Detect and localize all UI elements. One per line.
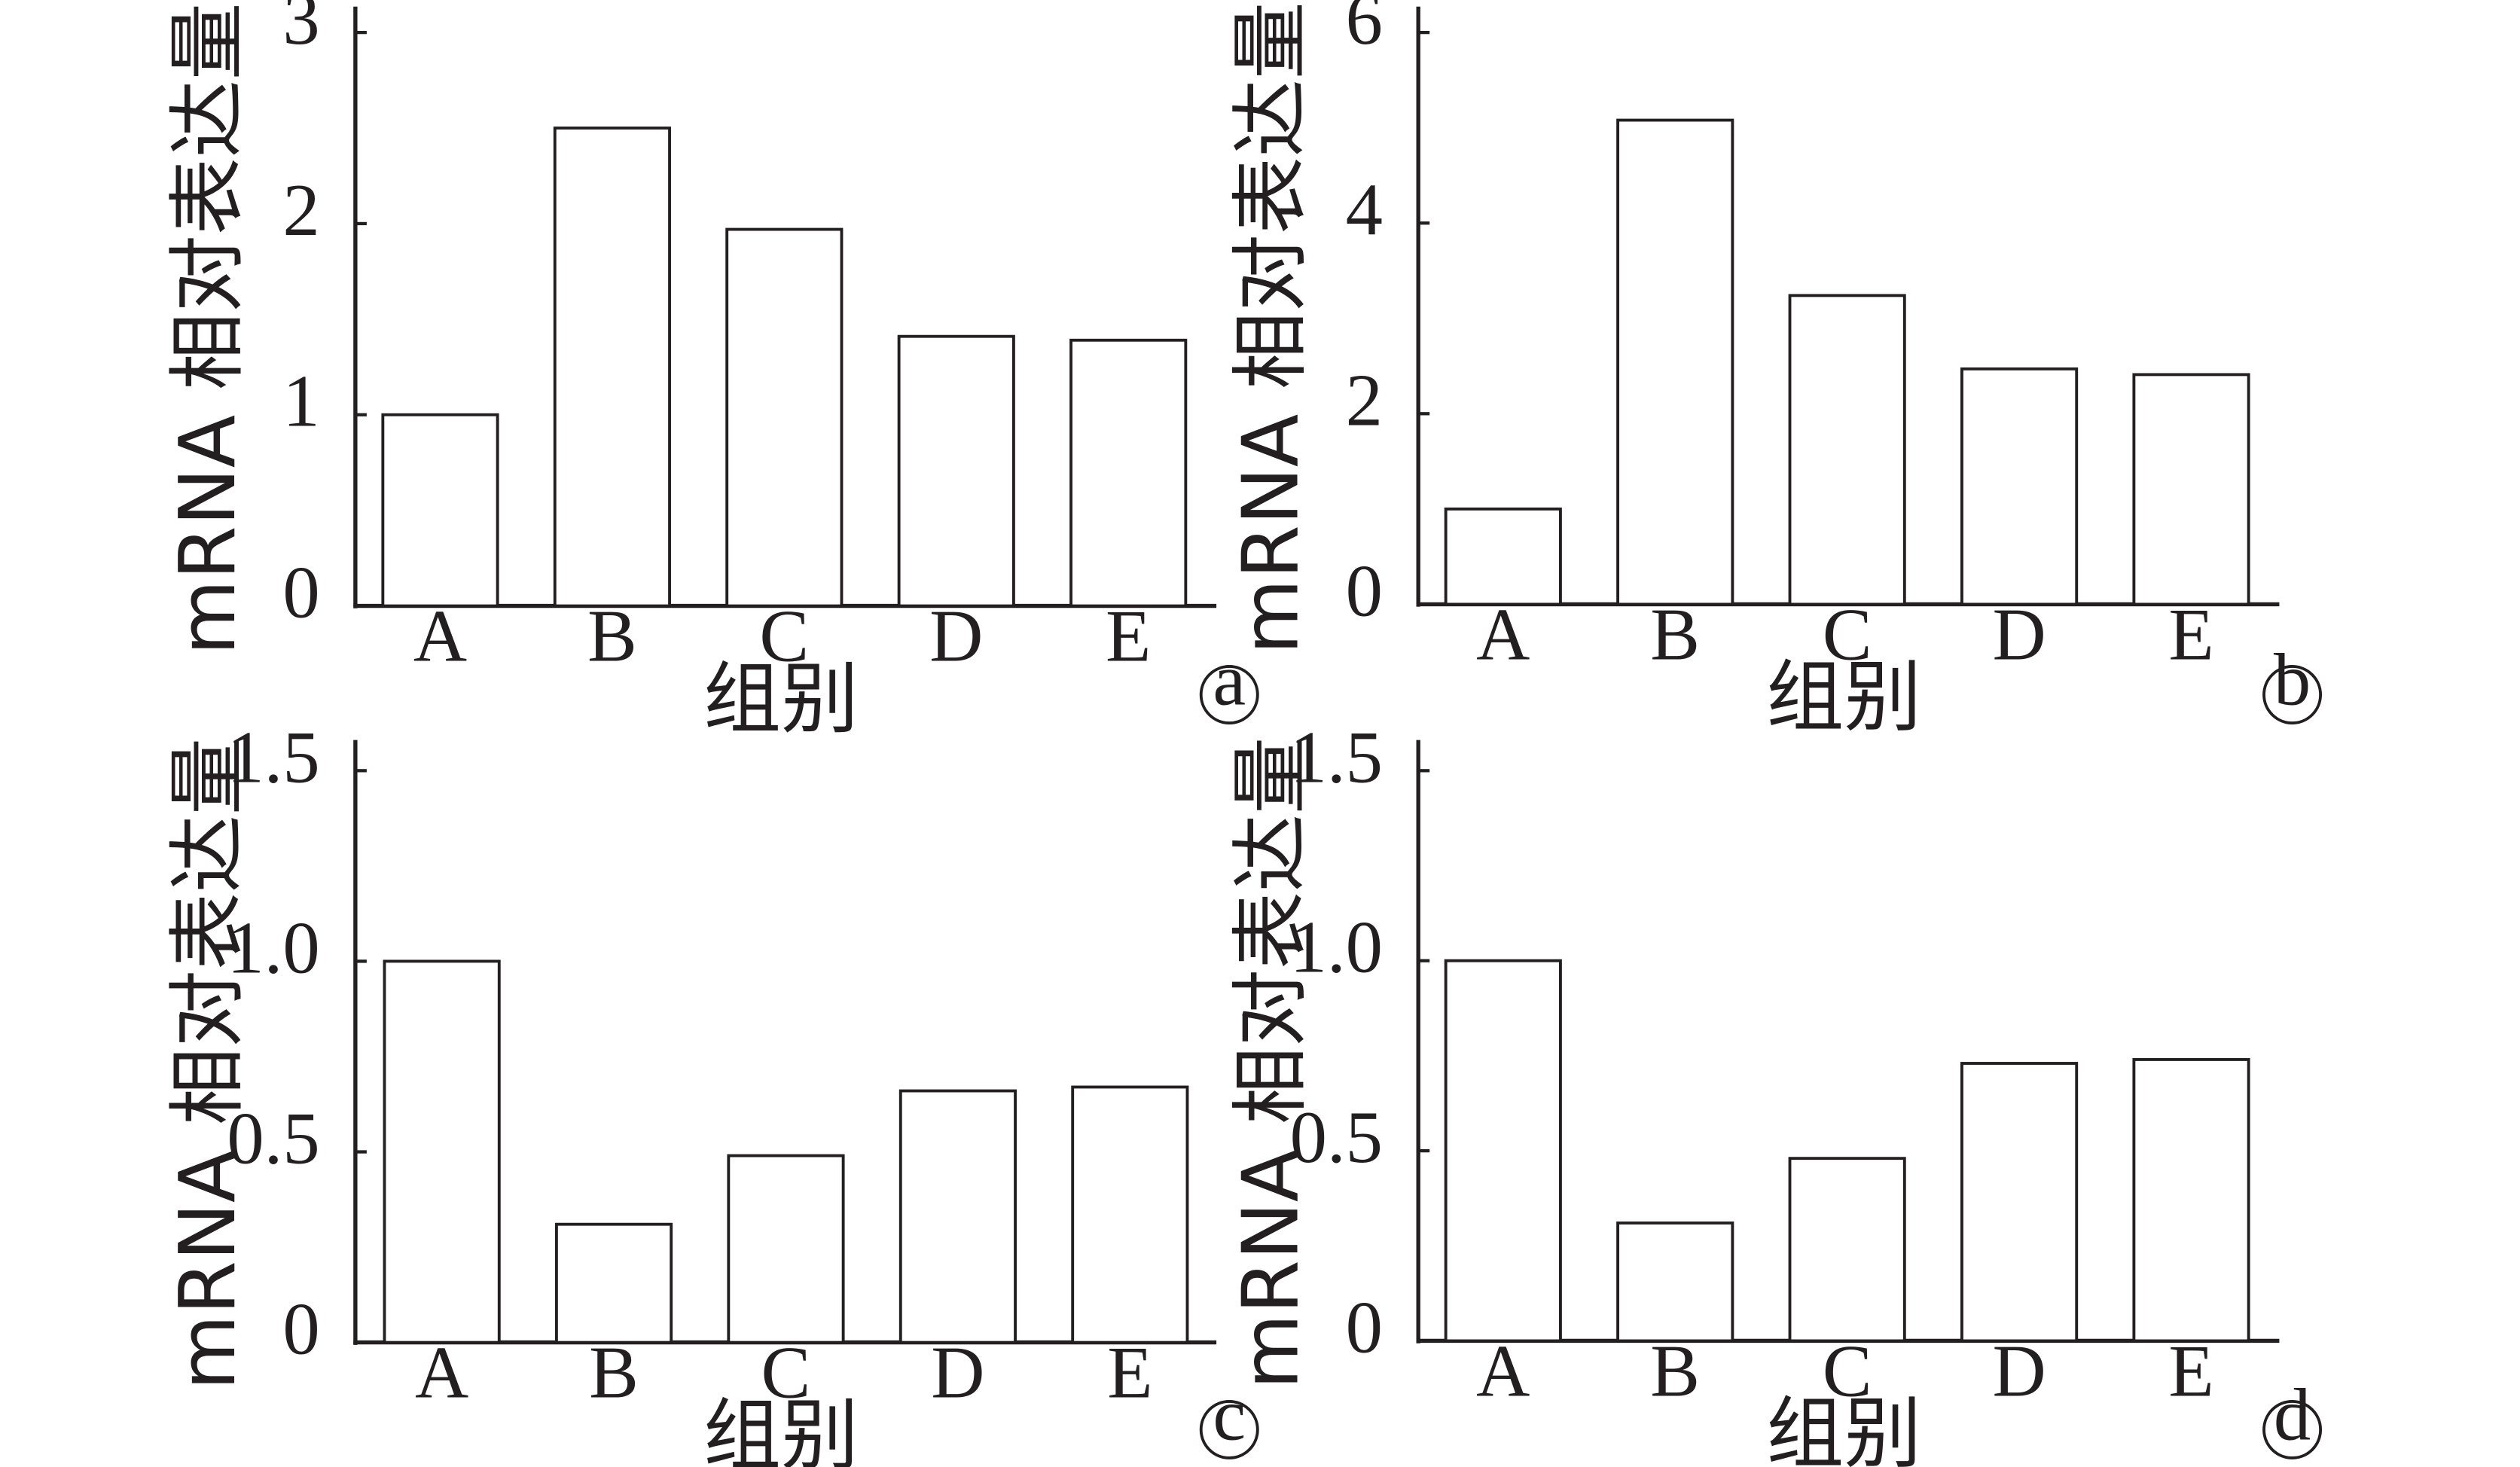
- bar-D: [898, 1089, 1017, 1344]
- y-tick-label: 2: [1346, 359, 1383, 441]
- bar-E: [2132, 1058, 2250, 1343]
- x-tick-label-D: D: [1992, 593, 2046, 676]
- x-tick-label-D: D: [929, 595, 983, 677]
- x-tick-label-D: D: [931, 1332, 984, 1414]
- y-tick-label: 1.0: [227, 907, 319, 989]
- y-tick-label: 0: [282, 1289, 319, 1371]
- y-tick-label: 4: [1346, 169, 1383, 251]
- y-tick-label: 0.5: [227, 1098, 319, 1180]
- panel-letter-circle: [2262, 665, 2323, 724]
- y-axis-title: mRNA 相对表达量: [163, 737, 253, 1390]
- x-axis-title: 组别: [1766, 1389, 1921, 1467]
- y-tick-label: 3: [282, 0, 319, 60]
- x-tick-label-B: B: [587, 595, 637, 677]
- y-axis-title: mRNA 相对表达量: [1225, 737, 1316, 1389]
- bar-B: [1616, 118, 1734, 606]
- y-tick-label: 0: [1346, 1286, 1383, 1368]
- bar-D: [1960, 1062, 2079, 1343]
- x-tick-label-E: E: [2168, 593, 2213, 676]
- panel-letter: d: [2274, 1374, 2311, 1456]
- panel-b: 0 2 4 6 A B C D E 组别 mRNA 相对表达量 b: [1225, 0, 2323, 743]
- bar-A: [381, 413, 499, 608]
- panel-letter: c: [1213, 1374, 1246, 1456]
- y-tick-label: 0.5: [1290, 1096, 1383, 1179]
- panel-d: 0 0.5 1.0 1.5 A B C D E 组别 mRNA 相对表达量 d: [1225, 716, 2323, 1467]
- panel-c: 0 0.5 1.0 1.5 A B C D E 组别 mRNA 相对表达量 c: [163, 716, 1259, 1467]
- x-tick-label-A: A: [1476, 1330, 1530, 1412]
- bar-A: [383, 959, 501, 1344]
- x-tick-label-C: C: [759, 595, 809, 677]
- x-tick-label-B: B: [1650, 593, 1700, 676]
- x-tick-label-E: E: [2168, 1330, 2213, 1412]
- x-tick-label-D: D: [1992, 1330, 2046, 1412]
- bar-B: [1616, 1221, 1734, 1343]
- x-tick-label-B: B: [1650, 1330, 1700, 1412]
- bar-D: [1960, 367, 2079, 606]
- panel-letter: a: [1213, 639, 1246, 721]
- y-tick-label: 1.0: [1290, 907, 1383, 989]
- panel-a: 0 1 2 3 A B C D E 组别 mRNA 相对表达量 a: [163, 0, 1259, 744]
- x-tick-label-A: A: [1476, 593, 1530, 676]
- bar-E: [1071, 1085, 1189, 1344]
- x-tick-label-A: A: [415, 1332, 468, 1414]
- bar-D: [897, 334, 1015, 608]
- x-tick-label-C: C: [1823, 1330, 1872, 1412]
- bar-A: [1444, 959, 1562, 1343]
- panel-letter-circle: [1199, 1399, 1259, 1459]
- x-tick-label-C: C: [761, 1332, 811, 1414]
- y-tick-label: 0: [282, 552, 319, 634]
- bar-C: [727, 1154, 845, 1344]
- bar-A: [1444, 507, 1562, 606]
- bar-B: [554, 1222, 673, 1344]
- y-tick-label: 1.5: [1290, 716, 1383, 798]
- y-axis-title: mRNA 相对表达量: [163, 2, 253, 655]
- bar-B: [553, 127, 671, 608]
- x-tick-label-B: B: [589, 1332, 639, 1414]
- bar-C: [1788, 1157, 1906, 1343]
- bar-C: [725, 227, 844, 608]
- y-tick-label: 0: [1346, 550, 1383, 632]
- x-axis-title: 组别: [703, 654, 859, 744]
- x-tick-label-C: C: [1823, 593, 1872, 676]
- x-tick-label-E: E: [1107, 1332, 1152, 1414]
- x-axis-title: 组别: [1766, 652, 1921, 743]
- y-tick-label: 1: [282, 361, 319, 443]
- bar-E: [1069, 338, 1188, 608]
- panel-letter-circle: [1199, 665, 1259, 724]
- bar-E: [2132, 373, 2250, 606]
- bar-C: [1788, 294, 1906, 606]
- y-tick-label: 6: [1346, 0, 1383, 60]
- x-tick-label-A: A: [413, 595, 467, 677]
- y-axis-title: mRNA 相对表达量: [1225, 2, 1316, 654]
- panel-letter: b: [2274, 639, 2311, 721]
- y-tick-label: 2: [282, 169, 319, 252]
- y-tick-label: 1.5: [227, 716, 319, 798]
- panel-letter-circle: [2262, 1399, 2323, 1459]
- x-tick-label-E: E: [1106, 595, 1151, 677]
- x-axis-title: 组别: [703, 1390, 859, 1467]
